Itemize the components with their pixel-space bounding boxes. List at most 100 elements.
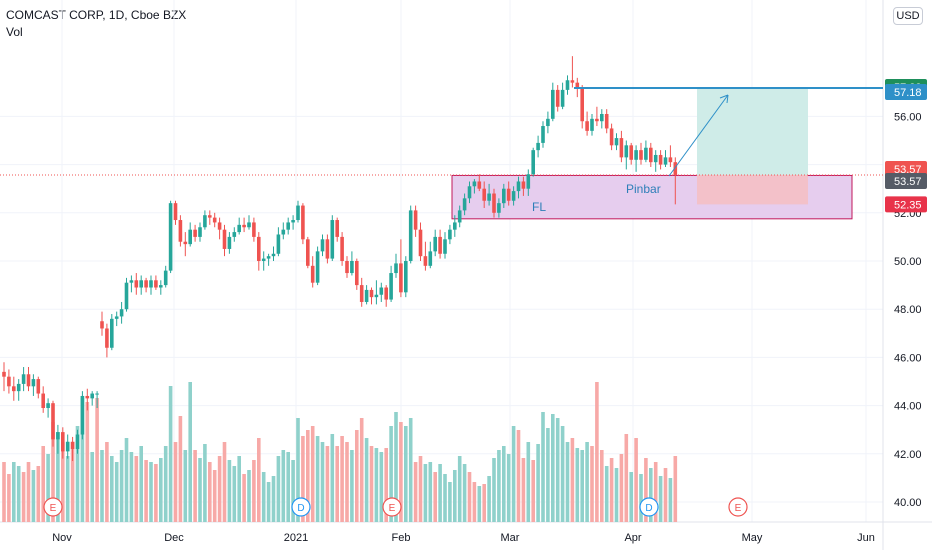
volume-bar xyxy=(536,444,540,522)
candle-body xyxy=(663,157,668,165)
volume-bar xyxy=(168,386,173,522)
candle-body xyxy=(536,142,540,151)
candle-body xyxy=(345,261,349,274)
y-tick-label: 42.00 xyxy=(894,449,922,461)
candle-body xyxy=(70,441,75,449)
candle-body xyxy=(129,280,134,283)
candle-body xyxy=(467,186,472,199)
candle-body xyxy=(237,224,241,233)
candle-body xyxy=(590,118,594,131)
volume-bar xyxy=(492,458,496,522)
x-tick-label: Mar xyxy=(501,532,520,544)
candle-body xyxy=(399,263,403,293)
volume-bar xyxy=(595,382,599,522)
volume-bar xyxy=(139,446,143,522)
x-tick-label: Nov xyxy=(52,532,72,544)
price-badge-label: 52.35 xyxy=(894,199,922,211)
currency-button[interactable]: USD xyxy=(893,7,923,25)
candle-body xyxy=(212,217,217,223)
candle-body xyxy=(428,251,433,266)
candle-body xyxy=(90,393,94,399)
volume-bar xyxy=(232,466,237,522)
volume-bar xyxy=(306,430,310,522)
volume-bar xyxy=(359,418,364,522)
volume-bar xyxy=(261,472,266,522)
candle-body xyxy=(364,289,369,302)
event-marker-label: D xyxy=(297,503,304,514)
volume-bar xyxy=(217,456,222,522)
volume-bar xyxy=(644,458,648,522)
volume-bar xyxy=(453,470,457,522)
candle-body xyxy=(46,403,50,409)
volume-bar xyxy=(462,464,467,522)
volume-bar xyxy=(257,438,261,522)
volume-bar xyxy=(516,430,521,522)
volume-bar xyxy=(413,462,418,522)
volume-bar xyxy=(600,450,604,522)
candle-body xyxy=(315,251,320,283)
candle-body xyxy=(462,198,467,211)
volume-bar xyxy=(134,456,139,522)
candle-body xyxy=(443,239,447,254)
volume-bar xyxy=(227,460,232,522)
volume-bar xyxy=(565,442,570,522)
volume-bar xyxy=(448,482,452,522)
x-tick-label: Apr xyxy=(624,532,641,544)
candle-body xyxy=(144,280,148,288)
volume-bar xyxy=(330,434,335,522)
candle-body xyxy=(198,227,202,237)
candle-body xyxy=(457,210,462,223)
candle-body xyxy=(114,316,119,319)
y-tick-label: 56.00 xyxy=(894,111,922,123)
volume-bar xyxy=(149,462,153,522)
volume-bar xyxy=(7,474,11,522)
volume-bar xyxy=(443,474,447,522)
candle-body xyxy=(31,379,36,387)
candle-body xyxy=(208,215,212,218)
candle-body xyxy=(65,441,70,452)
volume-bar xyxy=(379,452,384,522)
volume-bar xyxy=(193,450,197,522)
candle-body xyxy=(335,220,339,237)
candle-body xyxy=(85,395,90,399)
price-badge xyxy=(885,172,927,189)
candle-body xyxy=(21,374,26,384)
candle-body xyxy=(570,80,575,83)
candle-body xyxy=(139,280,143,288)
volume-bar xyxy=(511,426,516,522)
candle-body xyxy=(492,193,496,213)
volume-bar xyxy=(609,458,614,522)
volume-bar xyxy=(438,464,442,522)
candle-body xyxy=(193,229,197,237)
volume-bar xyxy=(394,412,398,522)
x-tick-label: Jun xyxy=(857,532,875,544)
candle-body xyxy=(668,157,673,163)
candle-body xyxy=(502,188,506,204)
volume-bar xyxy=(506,454,511,522)
volume-bar xyxy=(2,462,6,522)
candle-body xyxy=(124,282,129,310)
candle-body xyxy=(448,229,452,240)
candle-body xyxy=(286,222,290,230)
candle-body xyxy=(159,285,163,288)
volume-bar xyxy=(173,442,178,522)
candle-body xyxy=(168,203,173,271)
candle-body xyxy=(296,205,300,221)
candle-body xyxy=(404,261,408,293)
price-badge-label: 53.57 xyxy=(894,176,922,188)
candle-body xyxy=(649,147,653,163)
candle-body xyxy=(526,174,531,189)
volume-bar xyxy=(163,446,168,522)
volume-bar xyxy=(178,416,183,522)
candle-body xyxy=(413,210,418,230)
candle-body xyxy=(482,188,486,201)
volume-bar xyxy=(624,434,629,522)
volume-bar xyxy=(345,442,349,522)
candle-body xyxy=(178,220,183,242)
candle-body xyxy=(619,138,624,158)
volume-bar xyxy=(188,382,192,522)
x-tick-label: 2021 xyxy=(284,532,308,544)
candle-body xyxy=(41,393,45,409)
y-tick-label: 44.00 xyxy=(894,401,922,413)
